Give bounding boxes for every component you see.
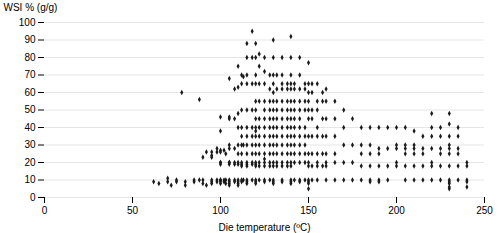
svg-text:Die temperature (ºC): Die temperature (ºC)	[218, 222, 310, 233]
svg-text:70: 70	[24, 69, 36, 80]
svg-text:50: 50	[127, 205, 139, 216]
svg-text:0: 0	[30, 192, 36, 203]
svg-text:90: 90	[24, 34, 36, 45]
svg-text:80: 80	[24, 52, 36, 63]
svg-text:30: 30	[24, 139, 36, 150]
svg-text:100: 100	[212, 205, 229, 216]
svg-text:20: 20	[24, 157, 36, 168]
svg-text:0: 0	[42, 205, 48, 216]
svg-text:WSI % (g/g): WSI % (g/g)	[4, 2, 58, 13]
svg-text:250: 250	[476, 205, 493, 216]
svg-text:150: 150	[300, 205, 317, 216]
svg-text:60: 60	[24, 87, 36, 98]
svg-text:200: 200	[388, 205, 405, 216]
svg-text:50: 50	[24, 104, 36, 115]
svg-text:100: 100	[19, 17, 36, 28]
svg-text:40: 40	[24, 122, 36, 133]
svg-text:10: 10	[24, 174, 36, 185]
